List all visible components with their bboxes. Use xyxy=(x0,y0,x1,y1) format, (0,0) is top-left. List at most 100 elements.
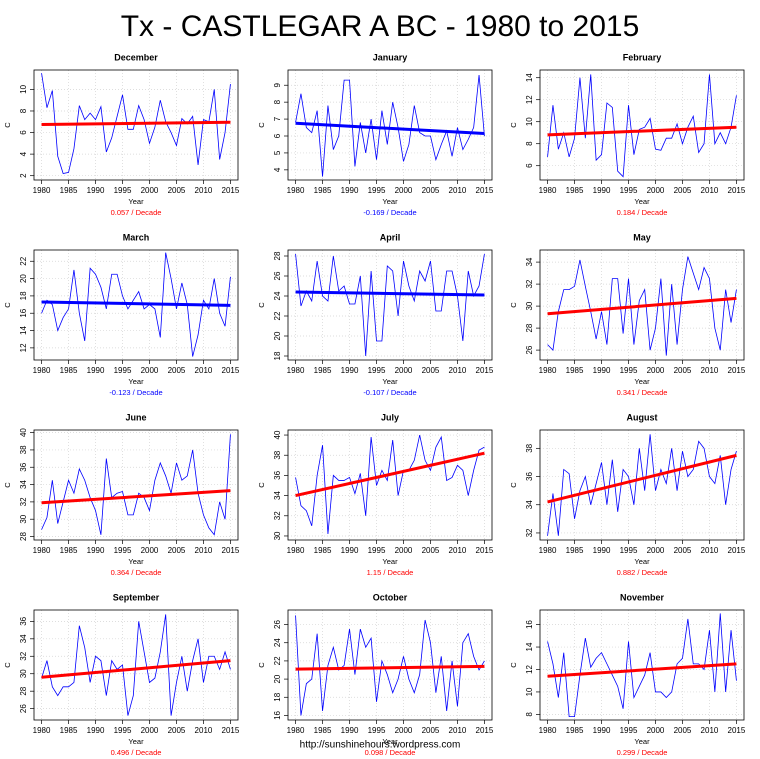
x-tick-label: 1990 xyxy=(87,366,105,375)
y-tick-label: 8 xyxy=(525,141,534,146)
y-tick-label: 5 xyxy=(273,150,282,155)
x-tick-label: 1990 xyxy=(341,546,359,555)
y-tick-label: 36 xyxy=(525,472,534,481)
x-tick-label: 2000 xyxy=(395,546,413,555)
trend-label: 0.299 / Decade xyxy=(617,748,668,757)
data-line xyxy=(41,73,231,174)
trend-line xyxy=(547,296,737,316)
x-tick-label: 1990 xyxy=(87,546,105,555)
y-tick-label: 30 xyxy=(273,531,282,540)
x-tick-label: 1980 xyxy=(287,186,305,195)
y-tick-label: 6 xyxy=(273,133,282,138)
x-axis-label: Year xyxy=(382,557,398,566)
y-tick-label: 6 xyxy=(19,130,28,135)
x-tick-label: 2015 xyxy=(728,726,746,735)
y-tick-label: 34 xyxy=(525,500,534,509)
trend-line xyxy=(295,451,485,498)
x-tick-label: 2015 xyxy=(476,186,494,195)
data-line xyxy=(547,434,737,536)
x-tick-label: 2015 xyxy=(728,546,746,555)
y-axis-label: C xyxy=(509,302,518,308)
x-tick-label: 2015 xyxy=(222,186,240,195)
x-tick-label: 2000 xyxy=(141,186,159,195)
x-tick-label: 2015 xyxy=(222,546,240,555)
trend-label: 0.341 / Decade xyxy=(617,388,668,397)
trend-line xyxy=(547,662,737,678)
x-tick-label: 2015 xyxy=(728,366,746,375)
x-tick-label: 1990 xyxy=(87,726,105,735)
x-tick-label: 1995 xyxy=(368,186,386,195)
x-tick-label: 2000 xyxy=(647,366,665,375)
x-tick-label: 1985 xyxy=(566,186,584,195)
y-tick-label: 38 xyxy=(273,450,282,459)
trend-line xyxy=(295,290,485,297)
y-tick-label: 26 xyxy=(525,345,534,354)
plot-frame xyxy=(287,609,493,721)
y-tick-label: 2 xyxy=(19,173,28,178)
data-line xyxy=(41,614,231,716)
y-tick-label: 26 xyxy=(19,704,28,713)
page-title: Tx - CASTLEGAR A BC - 1980 to 2015 xyxy=(121,10,640,43)
y-tick-label: 36 xyxy=(19,616,28,625)
y-tick-label: 32 xyxy=(525,528,534,537)
x-tick-label: 1985 xyxy=(60,366,78,375)
trend-line xyxy=(41,489,231,505)
x-tick-label: 1995 xyxy=(620,546,638,555)
panel-title: March xyxy=(123,232,150,242)
plot-frame xyxy=(33,249,239,361)
x-tick-label: 2005 xyxy=(674,546,692,555)
x-axis-label: Year xyxy=(634,197,650,206)
x-axis-label: Year xyxy=(382,737,398,746)
x-axis-label: Year xyxy=(382,197,398,206)
x-tick-label: 2015 xyxy=(728,186,746,195)
y-axis-label: C xyxy=(257,302,266,308)
data-line xyxy=(547,613,737,718)
y-tick-label: 14 xyxy=(525,73,534,82)
y-tick-label: 10 xyxy=(525,687,534,696)
y-tick-label: 24 xyxy=(273,638,282,647)
y-axis-label: C xyxy=(257,482,266,488)
x-tick-label: 2005 xyxy=(674,366,692,375)
x-tick-label: 2005 xyxy=(422,186,440,195)
x-axis-label: Year xyxy=(634,557,650,566)
y-tick-label: 36 xyxy=(273,470,282,479)
data-line xyxy=(295,75,485,177)
y-tick-label: 18 xyxy=(273,692,282,701)
x-tick-label: 1985 xyxy=(314,366,332,375)
panel-title: August xyxy=(627,412,658,422)
panel-title: November xyxy=(620,592,665,602)
y-tick-label: 14 xyxy=(19,326,28,335)
trend-line xyxy=(295,664,485,671)
panel-title: September xyxy=(113,592,160,602)
x-tick-label: 2000 xyxy=(647,546,665,555)
y-tick-label: 34 xyxy=(19,634,28,643)
x-axis-label: Year xyxy=(128,197,144,206)
x-tick-label: 1995 xyxy=(114,186,132,195)
x-tick-label: 2010 xyxy=(195,546,213,555)
plot-frame xyxy=(287,429,493,541)
x-tick-label: 1980 xyxy=(33,546,51,555)
plot-frame xyxy=(33,69,239,181)
y-tick-label: 7 xyxy=(273,116,282,121)
x-tick-label: 1980 xyxy=(33,366,51,375)
x-tick-label: 2005 xyxy=(168,366,186,375)
x-tick-label: 2010 xyxy=(195,366,213,375)
x-tick-label: 1985 xyxy=(314,186,332,195)
y-tick-label: 40 xyxy=(273,430,282,439)
panel-title: May xyxy=(633,232,651,242)
data-line xyxy=(295,253,485,357)
y-tick-label: 38 xyxy=(19,445,28,454)
trend-line xyxy=(547,453,737,504)
x-tick-label: 2000 xyxy=(141,726,159,735)
x-tick-label: 1985 xyxy=(60,546,78,555)
trend-label: 0.364 / Decade xyxy=(111,568,162,577)
data-line xyxy=(547,74,737,178)
x-tick-label: 2005 xyxy=(422,366,440,375)
x-tick-label: 2010 xyxy=(701,186,719,195)
x-axis-label: Year xyxy=(128,737,144,746)
y-tick-label: 9 xyxy=(273,82,282,87)
y-axis-label: C xyxy=(3,122,12,128)
panel-title: June xyxy=(125,412,146,422)
x-tick-label: 2005 xyxy=(168,186,186,195)
